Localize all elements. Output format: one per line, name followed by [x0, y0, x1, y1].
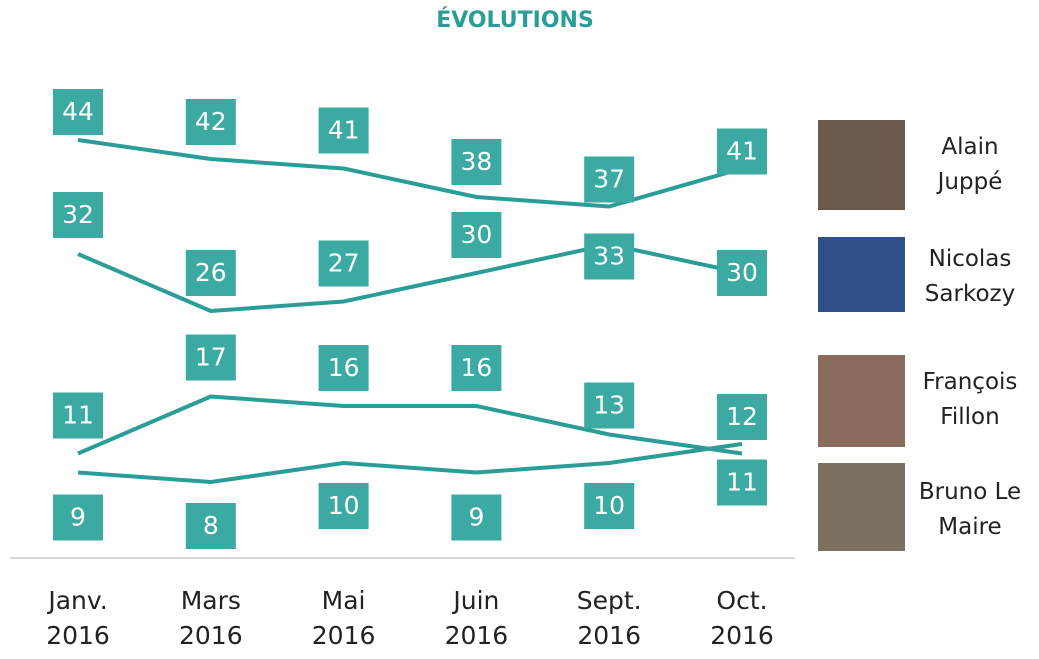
data-label: 9 [70, 503, 86, 532]
photo [818, 463, 905, 551]
label-box [717, 459, 767, 506]
x-tick-label: Janv. 2016 [46, 586, 110, 650]
data-label: 33 [593, 242, 625, 271]
label-box [584, 382, 635, 429]
label-box [451, 139, 502, 185]
data-label: 10 [593, 491, 625, 520]
series-line [77, 442, 743, 484]
label-box [717, 128, 767, 175]
label-box [185, 99, 236, 145]
legend-label: Bruno Le Maire [918, 479, 1022, 540]
series-line [77, 394, 743, 456]
label-box [185, 250, 236, 296]
data-label: 44 [62, 97, 94, 126]
data-label: 26 [195, 258, 227, 287]
x-tick-label: Mai 2016 [311, 586, 376, 650]
data-label: 38 [460, 147, 492, 176]
data-label: 11 [726, 468, 758, 497]
label-box [318, 107, 369, 154]
x-tick-label: Mars 2016 [178, 586, 243, 650]
data-label: 27 [328, 249, 360, 278]
photo [818, 237, 905, 312]
data-label: 30 [460, 220, 492, 249]
data-label: 13 [593, 391, 625, 420]
data-label: 11 [62, 401, 94, 430]
label-box [584, 233, 635, 280]
data-label: 16 [460, 353, 492, 382]
label-box [318, 345, 369, 391]
label-box [451, 494, 502, 541]
label-box [53, 192, 103, 238]
data-label: 12 [726, 402, 758, 431]
data-label: 9 [468, 503, 484, 532]
legend-label: François Fillon [922, 369, 1018, 430]
label-box [451, 345, 502, 391]
data-label: 8 [203, 511, 219, 540]
label-box [717, 394, 767, 440]
label-box [584, 483, 635, 529]
label-box [318, 240, 369, 287]
data-label: 41 [328, 116, 360, 145]
label-box [53, 89, 103, 135]
label-box [584, 156, 635, 203]
label-box [53, 494, 103, 541]
data-label: 17 [195, 343, 227, 372]
legend-label: Nicolas Sarkozy [924, 246, 1016, 307]
data-label: 16 [328, 353, 360, 382]
legend-label: Alain Juppé [937, 134, 1003, 195]
photos [818, 120, 905, 551]
label-box [185, 503, 236, 549]
data-label: 42 [195, 107, 227, 136]
data-label: 37 [593, 165, 625, 194]
data-label: 41 [726, 137, 758, 166]
x-tick-label: Sept. 2016 [576, 586, 642, 650]
label-box [717, 250, 767, 296]
photo [818, 355, 905, 447]
data-label: 32 [62, 200, 94, 229]
label-box [451, 212, 502, 258]
data-label: 30 [726, 258, 758, 287]
chart-title: ÉVOLUTIONS [436, 7, 594, 33]
label-box [185, 334, 236, 381]
label-box [53, 392, 103, 439]
series-line [77, 138, 743, 209]
x-tick-label: Juin 2016 [444, 586, 509, 650]
label-box [318, 483, 369, 529]
x-tick-label: Oct. 2016 [710, 586, 774, 650]
series-line [77, 242, 743, 313]
data-label: 10 [328, 491, 360, 520]
photo [818, 120, 905, 210]
